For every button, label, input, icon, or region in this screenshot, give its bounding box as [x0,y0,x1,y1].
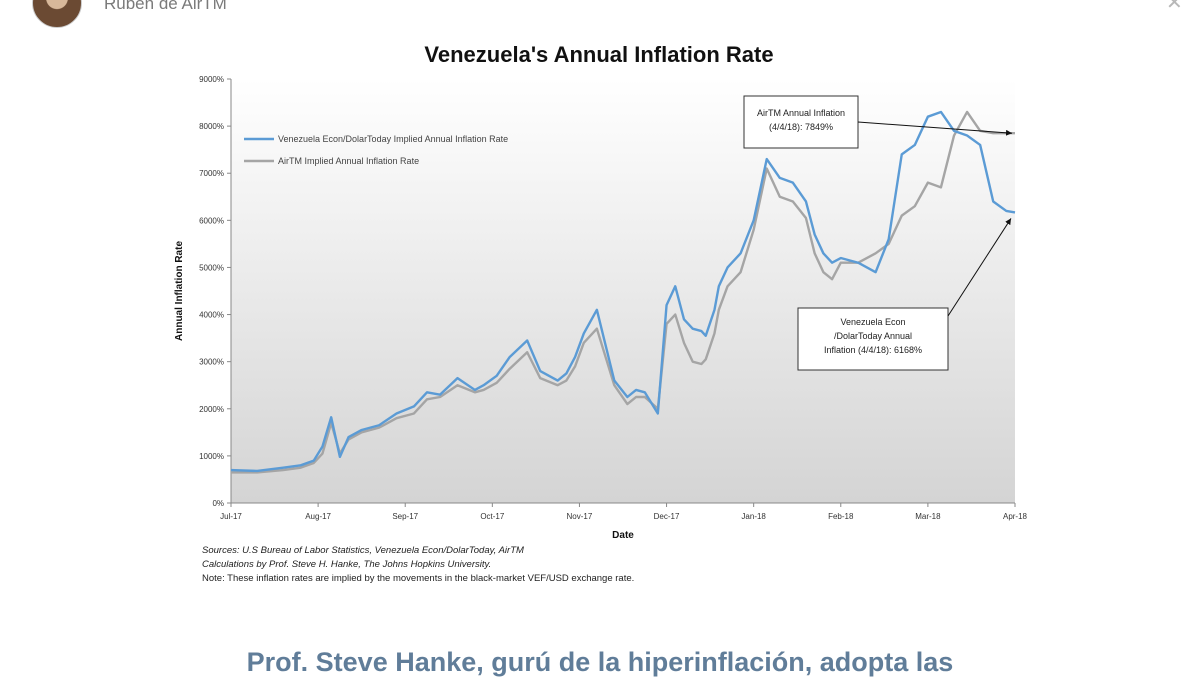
annotation-text-venezuela: Venezuela Econ [840,317,905,327]
x-tick-label: Mar-18 [915,512,941,521]
sources-line-2: Calculations by Prof. Steve H. Hanke, Th… [202,559,492,570]
avatar[interactable] [32,0,82,28]
y-tick-label: 6000% [199,216,224,225]
x-tick-label: Nov-17 [567,512,593,521]
x-axis-label: Date [612,530,634,541]
annotation-arrow-airtm [857,121,1013,136]
x-tick-label: Feb-18 [828,512,854,521]
sources-line-1: Sources: U.S Bureau of Labor Statistics,… [202,545,524,556]
y-tick-label: 0% [212,499,224,508]
chart-title: Venezuela's Annual Inflation Rate [424,42,774,67]
article-headline[interactable]: Prof. Steve Hanke, gurú de la hiperinfla… [246,647,954,677]
inflation-chart-figure: 0% 1000% 2000% 3000% 4000% 5000% 6000% 7000% 800… [168,36,1030,596]
x-tick-label: Apr-18 [1003,512,1028,521]
chart-sources: Sources: U.S Bureau of Labor Statistics,… [202,544,634,586]
x-tick-label: Aug-17 [305,512,331,521]
annotation-text-airtm: (4/4/18): 7849% [769,122,833,132]
x-tick-label: Sep-17 [392,512,418,521]
y-tick-label: 1000% [199,452,224,461]
author-bar: Rubén de AirTM ✕ [0,0,1200,30]
y-tick-label: 5000% [199,263,224,272]
x-tick-label: Jan-18 [741,512,766,521]
close-icon[interactable]: ✕ [1166,0,1183,14]
y-tick-label: 4000% [199,311,224,320]
annotation-arrow-venezuela [947,218,1012,317]
y-tick-label: 8000% [199,122,224,131]
annotation-text-venezuela: /DolarToday Annual [834,331,912,341]
annotation-text-airtm: AirTM Annual Inflation [757,108,845,118]
annotation-text-venezuela: Inflation (4/4/18): 6168% [824,345,922,355]
annotation-box-venezuela [797,307,949,371]
y-tick-label: 3000% [199,358,224,367]
x-tick-label: Dec-17 [654,512,680,521]
inflation-chart: 0% 1000% 2000% 3000% 4000% 5000% 6000% 7000% 800… [174,75,1028,541]
annotation-box-airtm [743,95,859,149]
series-line-venezuela-econ [230,110,1016,473]
x-tick-label: Oct-17 [480,512,505,521]
author-name[interactable]: Rubén de AirTM [104,0,227,13]
y-tick-label: 2000% [199,405,224,414]
y-axis-label: Annual Inflation Rate [174,241,185,341]
legend-label: Venezuela Econ/DolarToday Implied Annual… [278,134,508,144]
sources-note: Note: These inflation rates are implied … [202,573,635,584]
legend-label: AirTM Implied Annual Inflation Rate [278,156,419,166]
y-tick-label: 9000% [199,75,224,84]
x-tick-label: Jul-17 [220,512,242,521]
y-tick-label: 7000% [199,169,224,178]
